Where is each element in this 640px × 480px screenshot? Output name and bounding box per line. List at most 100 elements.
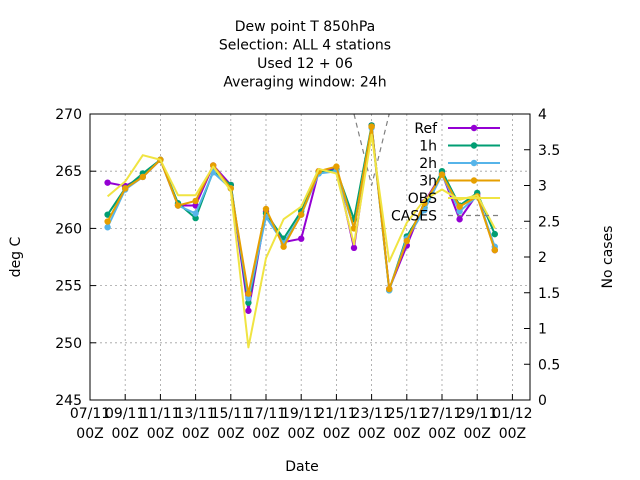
data-point <box>280 243 287 250</box>
data-point <box>403 237 410 245</box>
data-point <box>456 208 463 215</box>
data-point <box>104 211 111 218</box>
x-tick-label: 00Z <box>111 426 138 442</box>
data-point <box>245 307 252 314</box>
data-point <box>122 185 129 192</box>
data-point <box>104 179 111 186</box>
x-tick-label: 00Z <box>76 426 103 442</box>
data-point <box>245 299 252 306</box>
data-point <box>210 162 217 169</box>
series-layer <box>104 122 498 349</box>
x-tick-label: 09/11 <box>105 406 145 422</box>
data-point <box>139 173 146 181</box>
y2-tick-label: 4 <box>538 107 547 123</box>
x-tick-label: 19/11 <box>281 406 321 422</box>
data-point <box>192 214 199 222</box>
x-tick-label: 21/11 <box>316 406 356 422</box>
data-point <box>104 224 111 231</box>
legend-marker <box>470 177 478 184</box>
plot-frame <box>89 113 531 401</box>
legend-label: 3h <box>419 174 437 190</box>
x-tick-label: 17/11 <box>246 406 286 422</box>
x-axis-label: Date <box>285 459 318 475</box>
grid-lines <box>90 114 530 400</box>
data-point <box>350 244 358 252</box>
y-tick-label: 245 <box>55 393 82 409</box>
data-point <box>174 202 182 209</box>
data-point <box>192 197 199 205</box>
x-tick-label: 00Z <box>358 426 385 442</box>
legend-marker <box>470 142 478 149</box>
legend-label: Ref <box>414 121 438 137</box>
title-line: Averaging window: 24h <box>223 75 386 91</box>
y-tick-label: 250 <box>55 336 82 352</box>
data-point <box>491 230 498 238</box>
y2-tick-label: 3.5 <box>538 143 560 159</box>
y2-axis-ticks: 0 0.5 1 1.5 2 2.5 3 3.5 4 <box>524 107 560 409</box>
y-tick-label: 265 <box>55 164 82 180</box>
legend-marker <box>470 124 478 132</box>
legend-marker <box>470 159 478 167</box>
y2-tick-label: 1 <box>538 322 547 338</box>
y-tick-label: 255 <box>55 279 82 295</box>
y2-tick-label: 2.5 <box>538 214 560 230</box>
x-tick-label: 00Z <box>217 426 244 442</box>
data-point <box>298 211 305 218</box>
y-axis-ticks: 245 250 255 260 265 270 <box>55 107 96 409</box>
data-point <box>192 202 199 209</box>
legend-label: CASES <box>391 209 437 225</box>
legend-label: OBS <box>408 191 437 207</box>
y2-tick-label: 2 <box>538 250 547 266</box>
x-tick-label: 00Z <box>463 426 490 442</box>
x-axis-ticks: 07/1100Z09/1100Z11/1100Z13/1100Z15/1100Z… <box>70 394 533 442</box>
x-tick-label: 00Z <box>252 426 279 442</box>
data-point <box>333 163 340 170</box>
data-point <box>262 205 270 213</box>
data-point <box>491 246 498 254</box>
y-tick-label: 260 <box>55 221 82 237</box>
data-point <box>245 290 252 297</box>
series-line <box>106 133 496 349</box>
legend-label: 2h <box>419 156 437 172</box>
title-line: Used 12 + 06 <box>257 56 353 72</box>
x-tick-label: 13/11 <box>175 406 215 422</box>
y-axis-label: deg C <box>8 236 24 277</box>
y2-tick-label: 1.5 <box>538 286 560 302</box>
legend-label: 1h <box>419 139 437 155</box>
x-tick-label: 01/12 <box>492 406 532 422</box>
data-point <box>438 171 446 178</box>
title-line: Dew point T 850hPa <box>235 19 375 35</box>
x-tick-label: 00Z <box>182 426 209 442</box>
title-line: Selection: ALL 4 stations <box>219 38 391 54</box>
x-tick-label: 29/11 <box>457 406 497 422</box>
data-point <box>192 210 199 217</box>
data-point <box>456 216 463 223</box>
x-tick-label: 00Z <box>287 426 314 442</box>
x-tick-label: 25/11 <box>387 406 427 422</box>
cases-line <box>353 113 390 186</box>
data-point <box>298 235 305 242</box>
x-tick-label: 00Z <box>499 426 526 442</box>
data-point <box>368 123 375 130</box>
cases-series <box>353 113 390 186</box>
x-tick-label: 27/11 <box>422 406 462 422</box>
data-point <box>104 218 111 225</box>
x-tick-label: 00Z <box>393 426 420 442</box>
x-tick-label: 15/11 <box>211 406 251 422</box>
data-point <box>386 285 393 293</box>
y2-tick-label: 0.5 <box>538 357 560 373</box>
data-point <box>245 294 252 302</box>
x-tick-label: 23/11 <box>351 406 391 422</box>
y2-axis-label: No cases <box>600 226 616 289</box>
y2-tick-label: 3 <box>538 179 547 195</box>
x-tick-label: 07/11 <box>70 406 110 422</box>
x-tick-label: 00Z <box>147 426 174 442</box>
series-obs <box>106 133 496 349</box>
chart-title: Dew point T 850hPa Selection: ALL 4 stati… <box>219 19 391 91</box>
x-tick-label: 00Z <box>428 426 455 442</box>
x-tick-label: 00Z <box>323 426 350 442</box>
y2-tick-label: 0 <box>538 393 547 409</box>
y-tick-label: 270 <box>55 107 82 123</box>
